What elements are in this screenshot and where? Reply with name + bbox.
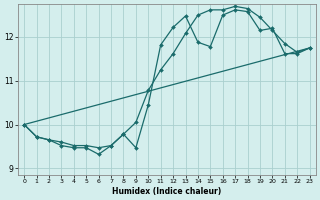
X-axis label: Humidex (Indice chaleur): Humidex (Indice chaleur) <box>112 187 221 196</box>
